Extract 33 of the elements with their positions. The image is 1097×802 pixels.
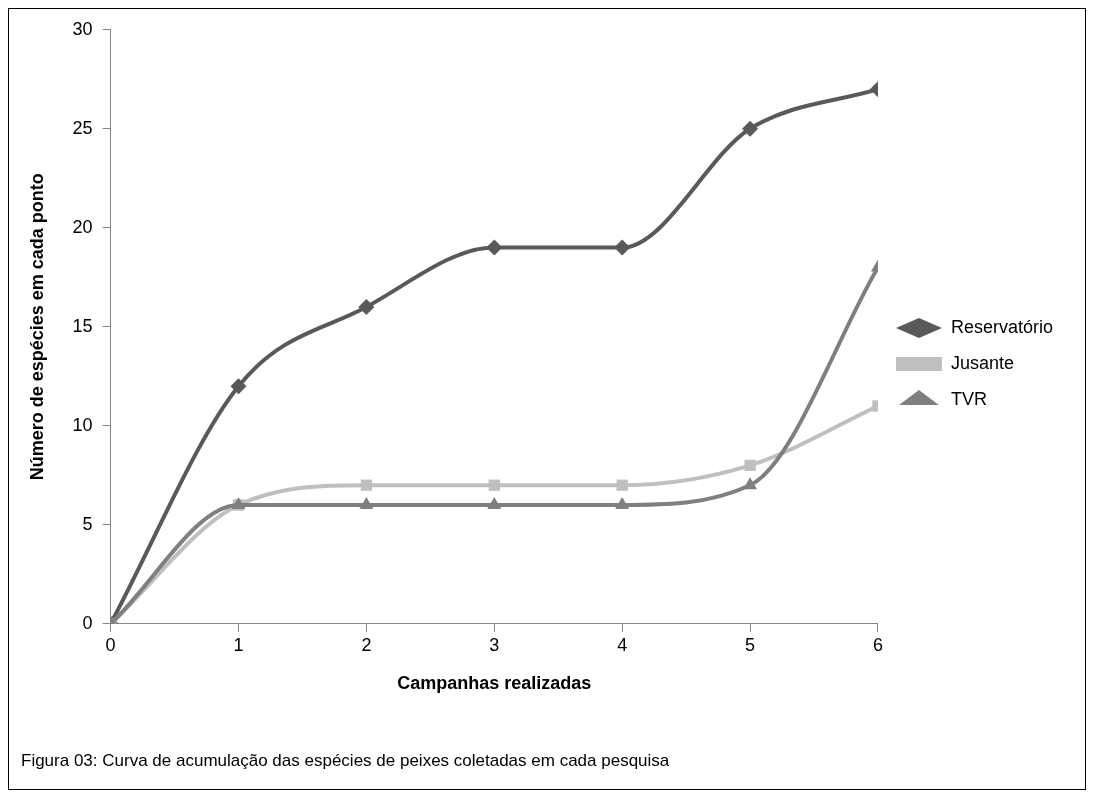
y-tick-label: 25: [72, 117, 93, 138]
text: Figura 03: Curva de acumulação das espécies de peixes coletadas em cada pesquisa: [21, 751, 670, 771]
point: [488, 479, 500, 491]
y-tick-label: 10: [72, 414, 93, 435]
y-tick-label: 30: [72, 18, 93, 39]
y-tick-label: 5: [82, 513, 93, 534]
point: [358, 299, 375, 315]
x-tick-label: 3: [489, 634, 500, 655]
legend-label: Jusante: [950, 352, 1015, 373]
y-tick-label: 15: [72, 315, 93, 336]
y-tick-label: 0: [82, 612, 93, 633]
x-tick-label: 6: [872, 634, 883, 655]
x-tick-label: 2: [361, 634, 372, 655]
point: [360, 479, 373, 491]
point: [230, 378, 247, 395]
point: [486, 239, 503, 256]
y-tick-label: 20: [72, 216, 93, 237]
legend-label: Reservatório: [950, 316, 1054, 337]
point: [742, 120, 759, 137]
y-axis-title: Número de espécies em cada ponto: [26, 173, 47, 481]
point: [614, 239, 631, 256]
x-tick-label: 5: [745, 634, 756, 655]
legend-label: TVR: [950, 388, 987, 409]
point: [615, 497, 630, 509]
point: [616, 479, 628, 491]
x-tick-label: 4: [617, 634, 628, 655]
x-tick-label: 0: [105, 634, 116, 655]
point: [743, 477, 757, 490]
x-axis-title: Campanhas realizadas: [397, 673, 592, 694]
x-tick-label: 1: [233, 634, 244, 655]
point: [487, 497, 502, 509]
point: [744, 459, 756, 472]
point: [359, 497, 374, 509]
